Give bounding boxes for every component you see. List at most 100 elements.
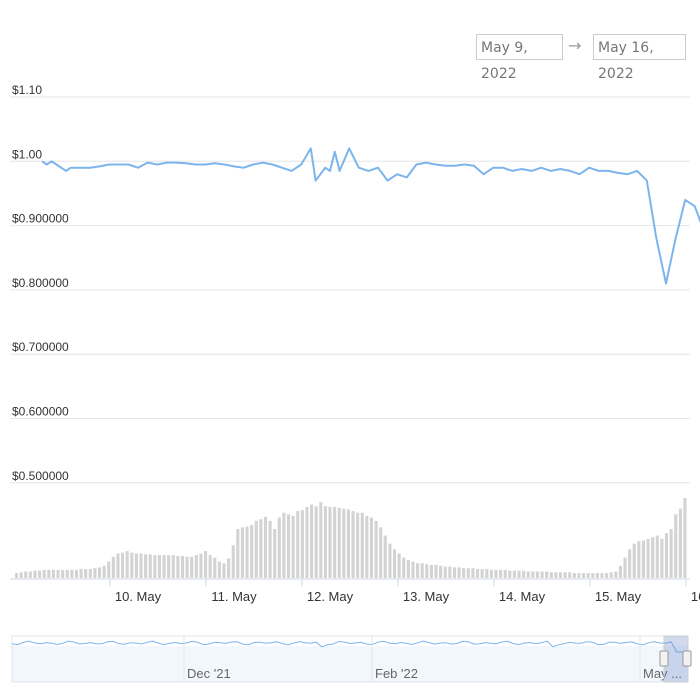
volume-bar: [208, 555, 212, 578]
volume-bar: [632, 543, 636, 578]
y-tick-label: $0.700000: [12, 340, 69, 354]
volume-bar: [655, 535, 659, 578]
navigator-handle[interactable]: [682, 650, 692, 667]
volume-bar: [457, 567, 461, 578]
volume-bar: [411, 561, 415, 578]
volume-bar: [365, 515, 369, 578]
volume-bar: [263, 516, 268, 578]
volume-bar: [199, 553, 203, 578]
volume-bar: [222, 563, 226, 578]
volume-bar: [61, 569, 65, 578]
volume-bar: [102, 565, 106, 578]
volume-bar: [595, 573, 599, 578]
volume-bar: [517, 570, 521, 578]
volume-bar: [416, 563, 420, 578]
volume-bar: [328, 506, 332, 578]
volume-bar: [319, 502, 323, 578]
y-tick-label: $0.900000: [12, 212, 69, 226]
volume-bar: [217, 561, 221, 578]
y-tick-label: $0.800000: [12, 276, 69, 290]
volume-bar: [139, 553, 143, 578]
volume-bar: [540, 571, 544, 578]
y-tick-label: $1.10: [12, 83, 42, 97]
y-tick-label: $0.500000: [12, 469, 69, 483]
volume-bar: [47, 569, 51, 578]
volume-bar: [494, 569, 498, 578]
volume-bar: [369, 517, 374, 578]
volume-bar: [609, 572, 613, 578]
volume-bar: [508, 570, 512, 578]
x-tick-label: 12. May: [307, 589, 354, 604]
volume-bar: [286, 514, 291, 578]
volume-bar: [425, 564, 429, 578]
volume-bar: [342, 508, 346, 578]
volume-bar: [111, 556, 115, 578]
grid-lines: [10, 96, 690, 484]
x-axis: 10. May 11. May 12. May 13. May 14. May 15. M…: [10, 578, 700, 604]
volume-bar: [356, 512, 360, 578]
volume-bar: [236, 529, 240, 578]
volume-bar: [282, 512, 286, 578]
volume-bar: [97, 567, 102, 578]
volume-bar: [15, 573, 19, 578]
volume-bar: [148, 554, 152, 578]
volume-bar: [591, 573, 595, 578]
volume-bar: [614, 571, 618, 578]
price-line: [41, 147, 700, 285]
volume-bar: [466, 568, 470, 578]
volume-bar: [74, 569, 79, 578]
navigator-area: [12, 646, 688, 682]
navigator[interactable]: Dec '21 Feb '22 May ...: [11, 635, 692, 683]
volume-bar: [429, 564, 433, 578]
volume-bar: [88, 569, 92, 578]
volume-bar: [605, 573, 609, 578]
volume-bar: [563, 572, 567, 578]
volume-bar: [383, 535, 387, 578]
volume-bar: [33, 570, 37, 578]
range-end-input[interactable]: May 16, 2022: [593, 34, 686, 82]
volume-bar: [42, 569, 46, 578]
x-tick-label: 15. May: [595, 589, 642, 604]
volume-bar: [310, 504, 314, 578]
volume-bar: [360, 512, 364, 578]
price-series-line: [41, 147, 700, 285]
volume-bar: [623, 557, 627, 578]
volume-bar: [522, 570, 526, 578]
volume-bar: [678, 508, 682, 578]
navigator-handle[interactable]: [659, 650, 669, 667]
volume-bar: [194, 555, 198, 578]
volume-bar: [526, 571, 530, 578]
volume-bar: [323, 506, 327, 578]
volume-bar: [618, 565, 622, 578]
volume-bar: [402, 557, 406, 578]
range-start-input[interactable]: May 9, 2022: [476, 34, 563, 82]
volume-bar: [157, 555, 162, 578]
volume-bar: [300, 510, 304, 578]
volume-bar: [79, 569, 83, 578]
volume-bar: [51, 569, 55, 578]
volume-bar: [489, 569, 493, 578]
volume-bar: [28, 571, 32, 578]
volume-bar: [121, 552, 125, 578]
y-tick-label: $0.600000: [12, 405, 69, 419]
volume-bar: [180, 555, 185, 578]
volume-bar: [24, 571, 28, 578]
volume-bar: [273, 529, 277, 578]
navigator-series-line: [11, 640, 688, 653]
volume-bar: [471, 568, 475, 578]
volume-bar: [600, 573, 604, 578]
volume-bar: [167, 555, 171, 578]
volume-bar: [462, 568, 466, 578]
volume-bar: [144, 554, 148, 578]
volume-bar: [660, 538, 664, 578]
volume-bar: [568, 572, 572, 578]
volume-bar: [443, 566, 447, 578]
volume-bar: [254, 520, 258, 578]
volume-bar: [392, 549, 397, 578]
volume-bar: [549, 572, 553, 578]
volume-bar: [406, 560, 410, 578]
range-arrow-icon: →: [568, 36, 582, 55]
volume-bar: [176, 555, 180, 578]
volume-bar: [213, 557, 217, 578]
volume-bar: [683, 498, 687, 578]
